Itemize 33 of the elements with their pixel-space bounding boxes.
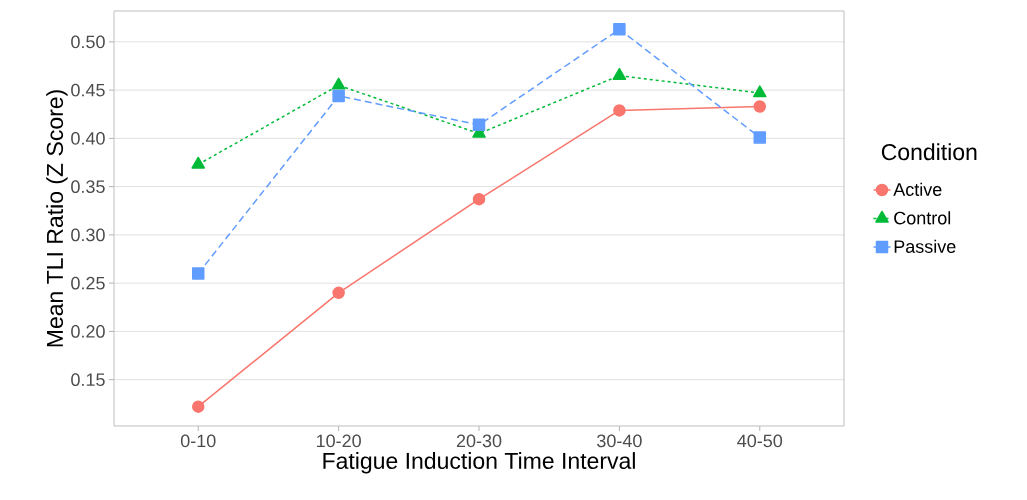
point [332,286,345,300]
legend-label: Passive [894,239,956,253]
y-tick-label: 0.30 [71,228,105,242]
point [753,131,767,144]
point [753,100,767,113]
point [191,267,205,280]
point [332,89,345,103]
point [472,118,486,132]
x-tick-label: 20-30 [456,434,502,448]
legend-label: Control [894,211,951,225]
point [612,67,627,80]
x-axis-title: Fatigue Induction Time Interval [323,452,635,474]
point [613,23,626,36]
y-axis-title: Mean TLI Ratio (Z Score) [46,90,68,347]
y-tick-label: 0.20 [71,325,105,338]
legend-label: Active [893,182,942,196]
y-tick-label: 0.15 [71,373,105,387]
point [752,85,767,98]
y-tick-label: 0.40 [71,132,105,145]
x-tick-label: 30-40 [597,434,642,448]
y-tick-label: 0.50 [71,35,105,49]
point [331,77,346,90]
x-tick-label: 0-10 [180,434,216,448]
x-tick-label: 40-50 [737,434,783,448]
y-tick-label: 0.25 [71,276,105,290]
legend-title: Condition [881,143,977,161]
x-tick-label: 10-20 [316,434,361,448]
point [191,156,206,169]
y-tick-label: 0.45 [71,83,105,97]
y-tick-label: 0.35 [71,180,105,193]
point [472,192,486,206]
point [613,104,626,117]
point [191,400,205,413]
